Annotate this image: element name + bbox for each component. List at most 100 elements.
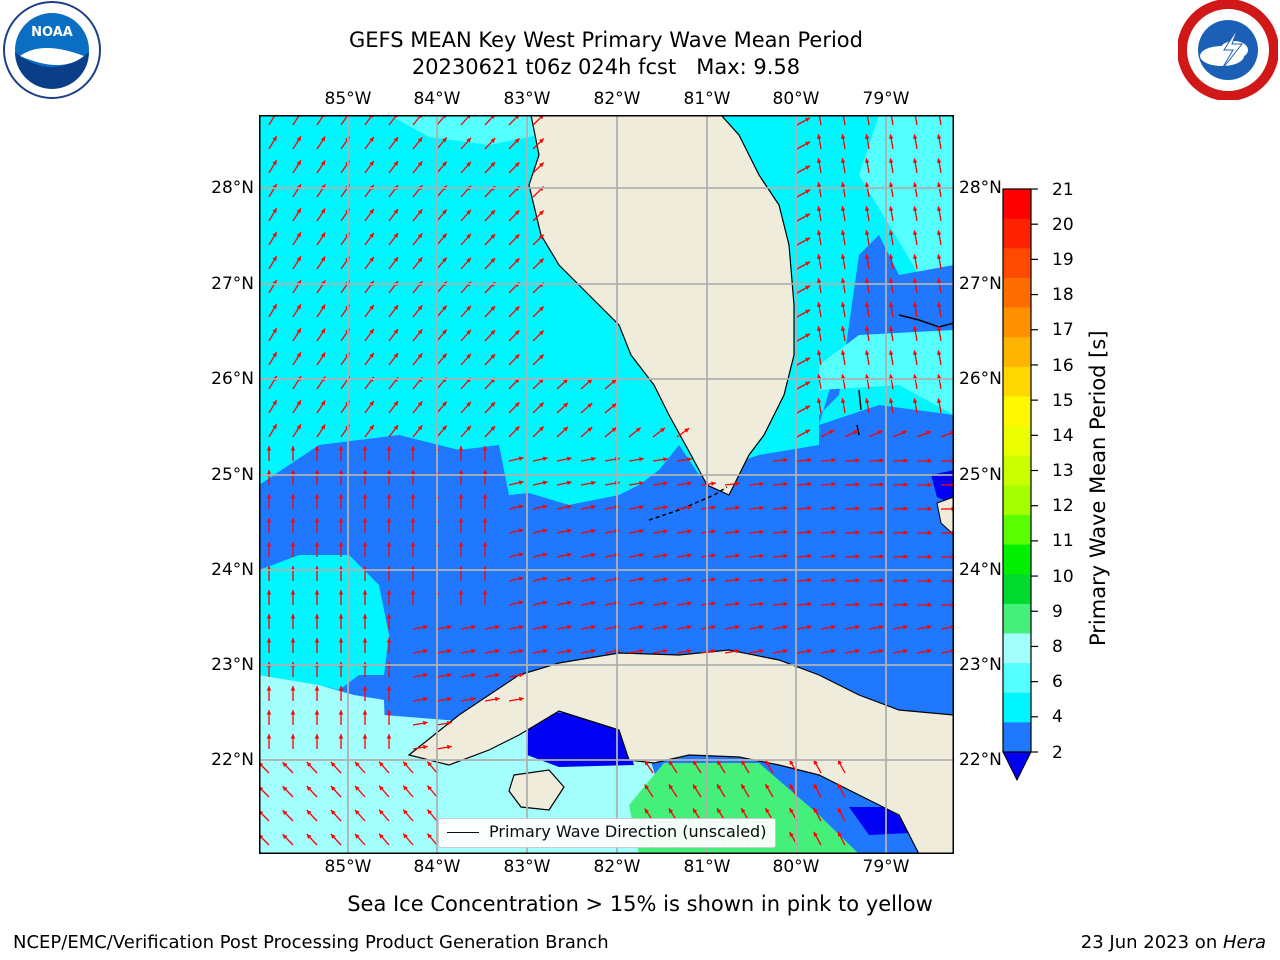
wave-arrow-head: [266, 686, 272, 691]
wave-arrow-head: [855, 578, 860, 583]
wave-arrow-head: [816, 230, 822, 236]
wave-arrow-head: [684, 428, 690, 433]
wave-arrow-head: [470, 696, 476, 702]
wave-arrow-head: [888, 398, 894, 404]
wave-arrow-head: [926, 624, 932, 630]
wave-arrow-head: [369, 160, 374, 166]
wave-arrow-head: [566, 624, 572, 630]
wave-arrow-head: [927, 506, 932, 512]
wave-arrow-head: [782, 648, 788, 654]
wave-arrow-head: [903, 458, 908, 463]
wave-arrow-head: [482, 470, 488, 475]
wave-arrow-head: [639, 553, 644, 558]
wave-arrow-head: [639, 577, 644, 582]
map-graticule: [259, 115, 954, 854]
wave-arrow-head: [422, 720, 428, 726]
cb-tick-18: 18: [1052, 285, 1074, 305]
wave-arrow-head: [758, 648, 764, 654]
wave-arrow-head: [362, 710, 368, 715]
wave-arrow-head: [813, 783, 818, 789]
wave-arrow-head: [759, 601, 764, 607]
colorbar-band: [1003, 396, 1031, 427]
wave-arrow-head: [296, 232, 301, 238]
wave-arrow-shaft: [364, 115, 374, 126]
colorbar-band: [1003, 485, 1031, 516]
wave-arrow-head: [514, 402, 520, 408]
colorbar: [1002, 188, 1038, 782]
wave-arrow-head: [482, 590, 488, 595]
wave-arrow-head: [912, 374, 918, 380]
wave-arrow-head: [816, 326, 822, 332]
wave-arrow-head: [296, 208, 301, 214]
chart-title-line2: 20230621 t06z 024h fcst Max: 9.58: [411, 55, 801, 79]
wave-arrow-head: [783, 505, 788, 511]
wave-arrow-head: [864, 326, 870, 332]
wave-arrow-head: [807, 505, 812, 511]
wave-arrow-head: [386, 710, 392, 715]
wave-arrow-head: [362, 518, 368, 523]
wave-arrow-shaft: [268, 115, 276, 126]
wave-arrow-head: [338, 470, 344, 475]
wave-arrow-head: [393, 401, 399, 407]
wave-arrow-head: [338, 590, 344, 595]
wave-arrow-head: [542, 576, 548, 582]
lon-tick-top-0: 85°W: [324, 89, 372, 109]
cb-tick-19: 19: [1052, 250, 1074, 270]
wave-arrow-head: [735, 577, 740, 583]
wave-arrow-head: [514, 330, 520, 336]
wave-arrow-head: [855, 506, 860, 511]
wave-arrow-head: [837, 783, 843, 789]
wave-arrow-head: [563, 378, 568, 384]
wave-arrow-head: [427, 833, 432, 839]
wave-arrow-head: [470, 672, 476, 678]
wave-arrow-head: [840, 206, 846, 212]
lon-tick-top-3: 82°W: [593, 89, 641, 109]
wave-arrow-head: [518, 624, 524, 630]
wave-arrow-head: [807, 601, 812, 607]
wave-arrow-head: [816, 134, 822, 140]
lat-tick-right-3: 25°N: [959, 465, 1002, 485]
wave-arrow-head: [417, 137, 423, 143]
wave-arrow-head: [417, 161, 423, 167]
colorbar-tick-marks: [1031, 188, 1038, 753]
wave-arrow-head: [864, 350, 870, 356]
wave-arrow-head: [272, 232, 277, 238]
wave-arrow-head: [936, 302, 942, 308]
wave-arrow-head: [290, 710, 296, 715]
wave-arrow-head: [717, 808, 722, 814]
wave-arrow-head: [759, 577, 764, 583]
wave-arrow-head: [422, 648, 428, 654]
wave-arrow-head: [854, 624, 860, 630]
wave-arrow-head: [393, 233, 399, 239]
wave-arrow-head: [837, 807, 843, 813]
wave-arrow-head: [362, 470, 368, 475]
wave-arrow-head: [692, 808, 698, 814]
wave-arrow-head: [587, 379, 593, 384]
wave-arrow-head: [490, 234, 496, 239]
wave-arrow-head: [711, 601, 716, 606]
wave-arrow-head: [514, 210, 520, 216]
wave-arrow-head: [805, 357, 811, 362]
lon-tick-bottom-6: 79°W: [862, 857, 910, 877]
wave-arrow-head: [864, 374, 870, 380]
colorbar-band: [1003, 633, 1031, 664]
wave-arrow-head: [644, 808, 650, 814]
wave-arrow-head: [813, 807, 818, 813]
colorbar-band: [1003, 574, 1031, 605]
wave-arrow-head: [514, 306, 520, 312]
wave-arrow-head: [266, 614, 272, 619]
wave-arrow-head: [888, 350, 894, 356]
cb-tick-10: 10: [1052, 567, 1074, 587]
wave-arrow-head: [783, 481, 788, 487]
wave-arrow-head: [306, 834, 312, 839]
wave-arrow-head: [470, 624, 476, 630]
wave-arrow-head: [369, 424, 374, 430]
wave-arrow-head: [542, 552, 548, 558]
wave-arrow-head: [442, 425, 447, 431]
lon-tick-bottom-1: 84°W: [413, 857, 461, 877]
cb-tick-16: 16: [1052, 356, 1074, 376]
wave-arrow-head: [490, 402, 496, 407]
wave-arrow-head: [320, 304, 326, 310]
wave-arrow-head: [831, 554, 836, 559]
wave-arrow-head: [296, 136, 301, 142]
